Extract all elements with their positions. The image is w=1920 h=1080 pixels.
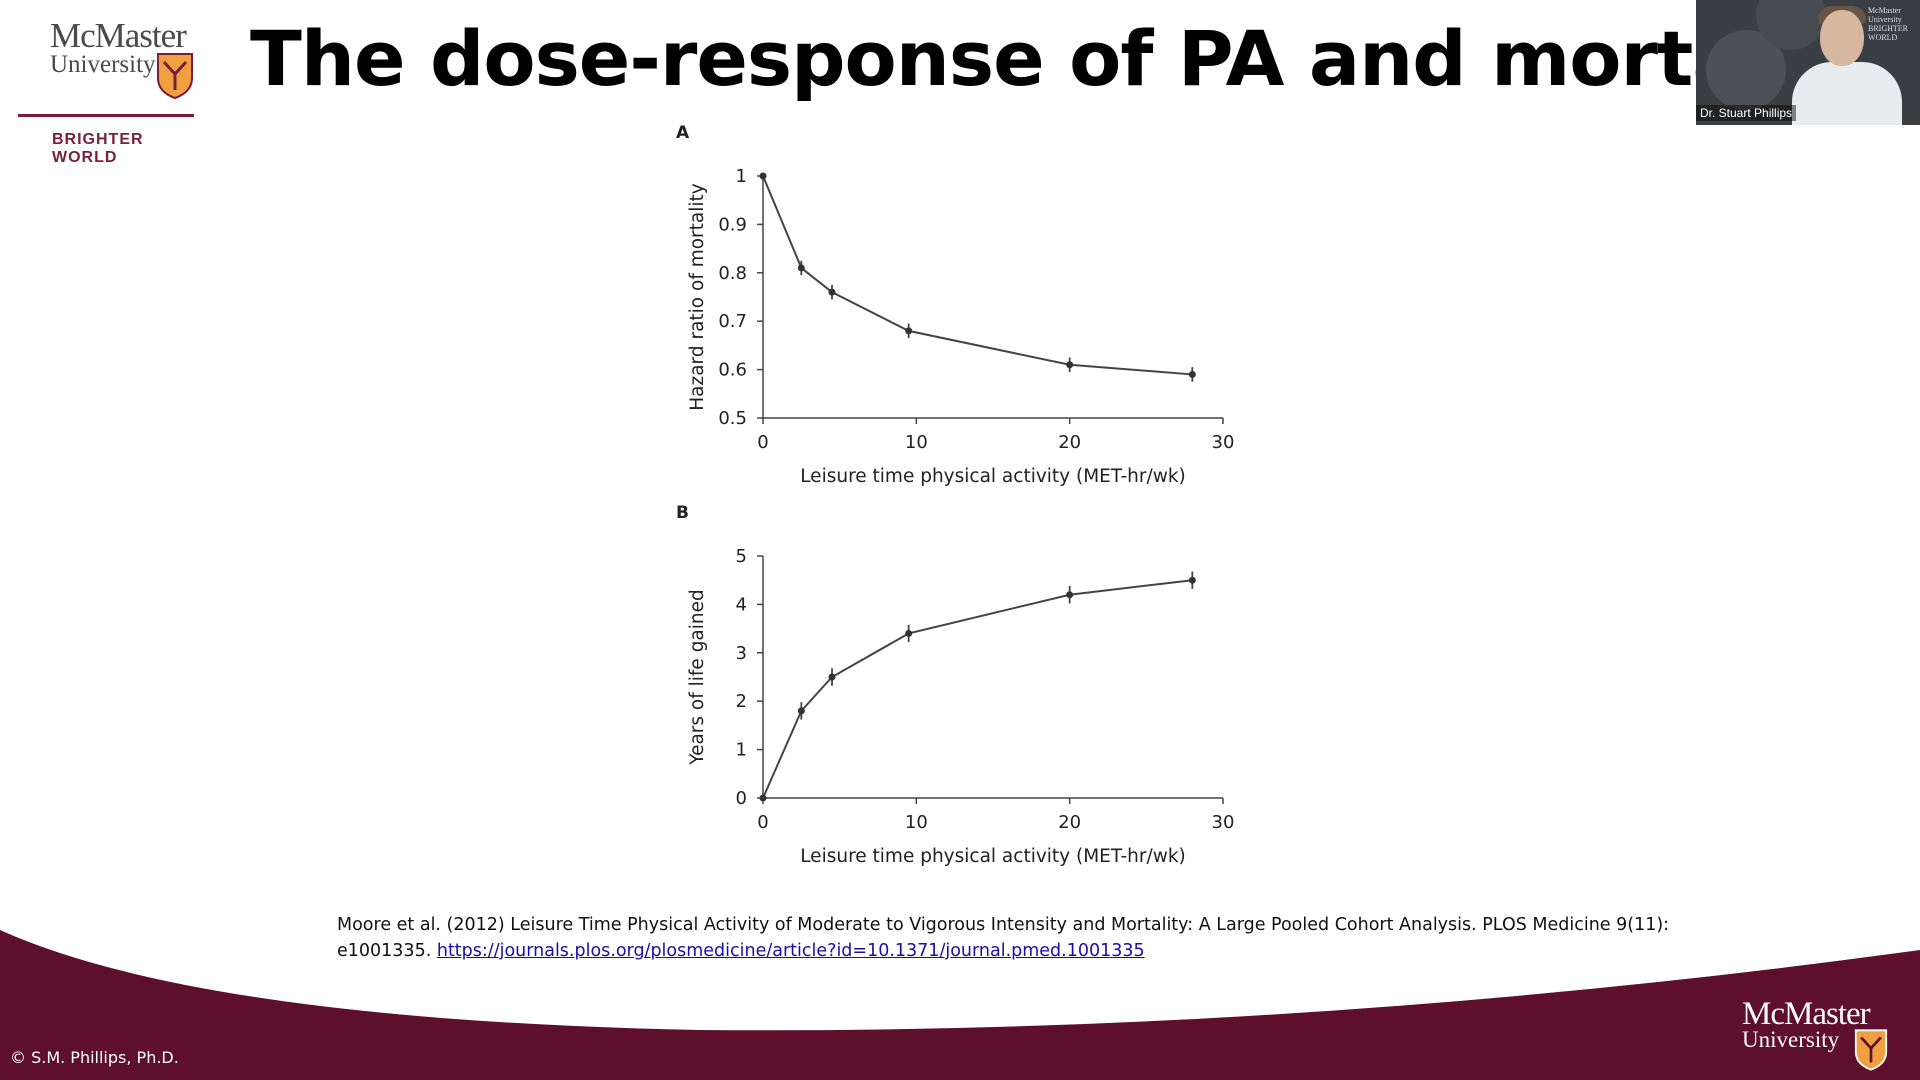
- series-line: [762, 579, 1193, 799]
- chart-a: A 0.5 0.6 0.7 0.8 0.9 1 0 10 20 30 Leisure time phy…: [660, 118, 1260, 498]
- data-point: [759, 172, 767, 180]
- x-tick-label: 30: [1212, 432, 1235, 453]
- y-tick-label: 1: [736, 740, 747, 761]
- presenter-name-label: Dr. Stuart Phillips: [1696, 105, 1797, 121]
- x-tick-label: 0: [757, 432, 768, 453]
- mini-logo-line: WORLD: [1868, 33, 1898, 42]
- y-tick-label: 0.9: [718, 214, 747, 235]
- x-axis-label: Leisure time physical activity (MET-hr/w…: [800, 846, 1186, 867]
- data-point: [828, 673, 836, 681]
- series-line: [762, 175, 1193, 376]
- chart-b: B 0 1 2 3 4 5 0 10 20 30 Leisure time physical acti…: [660, 498, 1260, 878]
- mcmaster-logo-footer: McMaster University: [1742, 996, 1912, 1076]
- x-tick-label: 0: [757, 812, 768, 833]
- mcmaster-logo: McMaster University BRIGHTER WORLD: [18, 16, 194, 166]
- panel-label: B: [676, 503, 689, 523]
- mini-logo-line: BRIGHTER: [1868, 24, 1908, 33]
- logo-name-line1: McMaster: [50, 16, 187, 55]
- logo-divider: [18, 114, 194, 117]
- data-point: [905, 629, 913, 637]
- y-tick-label: 1: [736, 166, 747, 187]
- presenter-body: [1792, 62, 1902, 125]
- data-point: [759, 794, 767, 802]
- mini-logo-line: University: [1868, 15, 1902, 24]
- x-tick-label: 30: [1212, 812, 1235, 833]
- y-tick-label: 3: [736, 643, 747, 664]
- y-tick-label: 0: [736, 788, 747, 809]
- y-tick-label: 0.7: [718, 311, 747, 332]
- x-tick-label: 20: [1058, 432, 1081, 453]
- x-tick-label: 10: [905, 812, 928, 833]
- footer-logo-name-line1: McMaster: [1742, 996, 1871, 1032]
- crest-icon: [157, 53, 193, 100]
- video-mini-logo: McMaster University BRIGHTER WORLD: [1868, 6, 1908, 42]
- x-tick-label: 20: [1058, 812, 1081, 833]
- presenter-video[interactable]: McMaster University BRIGHTER WORLD Dr. S…: [1696, 0, 1920, 125]
- data-point: [797, 707, 805, 715]
- data-point: [797, 264, 805, 272]
- citation-link[interactable]: https://journals.plos.org/plosmedicine/a…: [436, 941, 1145, 961]
- x-axis-label: Leisure time physical activity (MET-hr/w…: [800, 466, 1186, 487]
- data-point: [828, 288, 836, 296]
- logo-name-line2: University: [50, 51, 156, 78]
- y-tick-label: 4: [736, 594, 747, 615]
- data-point: [1188, 370, 1196, 378]
- data-point: [1066, 361, 1074, 369]
- data-point: [1066, 591, 1074, 599]
- data-point: [1188, 576, 1196, 584]
- data-point: [905, 327, 913, 335]
- panel-label: A: [676, 123, 690, 143]
- citation: Moore et al. (2012) Leisure Time Physica…: [337, 912, 1677, 964]
- x-tick-label: 10: [905, 432, 928, 453]
- y-tick-label: 5: [736, 546, 747, 567]
- chart-b-svg: B 0 1 2 3 4 5 0 10 20 30 Leisure time physical acti…: [676, 503, 1235, 867]
- citation-text: Moore et al. (2012) Leisure Time Physica…: [337, 915, 1670, 961]
- slide-title: The dose-response of PA and mortality: [250, 14, 1878, 103]
- mini-logo-line: McMaster: [1868, 6, 1901, 15]
- footer-band: [0, 930, 1920, 1080]
- y-tick-label: 0.6: [718, 360, 747, 381]
- y-tick-label: 2: [736, 691, 747, 712]
- copyright: © S.M. Phillips, Ph.D.: [10, 1048, 179, 1067]
- footer-logo-name-line2: University: [1742, 1027, 1840, 1052]
- logo-tagline: BRIGHTER WORLD: [52, 131, 144, 166]
- y-axis-label: Hazard ratio of mortality: [687, 183, 708, 411]
- y-tick-label: 0.8: [718, 263, 747, 284]
- y-axis-label: Years of life gained: [687, 589, 708, 766]
- y-tick-label: 0.5: [718, 408, 747, 429]
- crest-icon: [1854, 1029, 1888, 1071]
- presenter-head: [1820, 10, 1864, 66]
